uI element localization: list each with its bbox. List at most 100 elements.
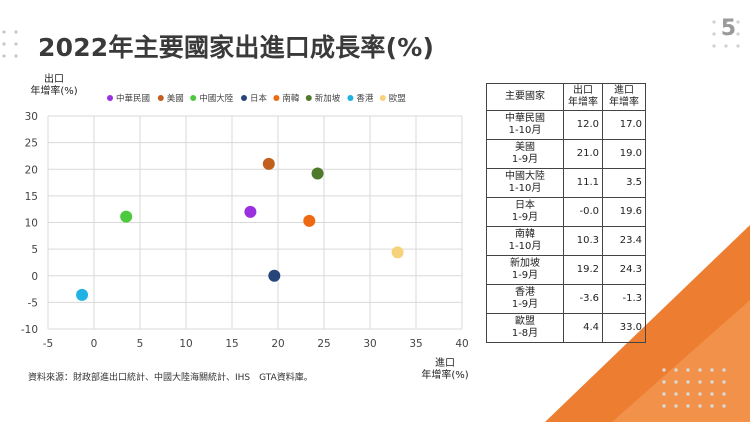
decorative-dot — [14, 42, 18, 46]
data-point — [244, 205, 257, 218]
table-cell-export: 19.2 — [563, 255, 603, 285]
legend-label: 香港 — [356, 93, 374, 104]
table-cell-import: 19.6 — [602, 197, 646, 227]
legend-marker — [157, 95, 164, 101]
table-cell-country: 日本 1-9月 — [486, 197, 564, 227]
x-tick-label: 40 — [455, 338, 468, 350]
legend-label: 中華民國 — [116, 93, 150, 104]
table-cell-import: 19.0 — [602, 139, 646, 169]
legend-label: 歐盟 — [389, 93, 407, 104]
decorative-dot — [724, 44, 728, 48]
legend-label: 中國大陸 — [199, 93, 234, 104]
country-name: 歐盟 — [515, 316, 535, 327]
data-point — [262, 157, 275, 170]
table-cell-export: 4.4 — [563, 313, 603, 343]
period: 1-8月 — [511, 328, 539, 339]
table-cell-import: 33.0 — [602, 313, 646, 343]
x-tick-label: 25 — [317, 338, 330, 350]
legend-marker — [273, 95, 280, 101]
x-axis-label-line1: 進口 — [435, 357, 455, 369]
country-name: 南韓 — [515, 229, 535, 240]
decorative-dot — [662, 404, 666, 408]
legend-label: 南韓 — [282, 93, 300, 104]
y-tick-label: 30 — [25, 111, 38, 123]
source-note: 資料來源：財政部進出口統計、中國大陸海關統計、IHS GTA資料庫。 — [28, 373, 313, 383]
decorative-dot — [710, 392, 714, 396]
legend-label: 新加坡 — [315, 93, 341, 104]
decorative-dot — [2, 30, 6, 34]
decorative-dot — [710, 404, 714, 408]
x-tick-label: 20 — [271, 338, 284, 350]
decorative-dot — [14, 30, 18, 34]
legend-label: 日本 — [250, 93, 268, 104]
table-cell-country: 美國 1-9月 — [486, 139, 564, 169]
growth-table: 主要國家 出口 年增率 進口 年增率 中華民國 1-10月 12.0 17.0 美國 1-9月… — [486, 83, 646, 343]
table-cell-country: 中國大陸 1-10月 — [486, 168, 564, 198]
legend-marker — [190, 95, 197, 101]
decorative-dot — [2, 42, 6, 46]
y-tick-label: 25 — [25, 138, 38, 150]
country-name: 中國大陸 — [505, 171, 545, 182]
country-name: 日本 — [515, 200, 535, 211]
data-point — [311, 167, 324, 180]
table-cell-country: 中華民國 1-10月 — [486, 110, 564, 140]
period: 1-10月 — [508, 241, 542, 252]
decorative-dot — [686, 368, 690, 372]
table-cell-country: 南韓 1-10月 — [486, 226, 564, 256]
page-number: 5 — [720, 16, 736, 41]
table-cell-import: 17.0 — [602, 110, 646, 140]
legend-marker — [347, 95, 354, 101]
table-row: 南韓 1-10月 10.3 23.4 — [486, 226, 646, 256]
table-row: 美國 1-9月 21.0 19.0 — [486, 139, 646, 169]
legend-marker — [379, 95, 386, 101]
legend-marker — [305, 95, 312, 101]
table-cell-export: 11.1 — [563, 168, 603, 198]
table-cell-export: 12.0 — [563, 110, 603, 140]
x-axis-label-line2: 年增率(%) — [421, 368, 468, 381]
table-cell-country: 香港 1-9月 — [486, 284, 564, 314]
y-tick-label: 5 — [31, 244, 38, 256]
decorative-dot — [736, 44, 740, 48]
table-header-import: 進口 年增率 — [602, 83, 646, 111]
legend-marker — [107, 95, 113, 101]
country-name: 香港 — [515, 287, 535, 298]
decorative-dot — [674, 380, 678, 384]
table-row: 中華民國 1-10月 12.0 17.0 — [486, 110, 646, 140]
decorative-dot — [674, 368, 678, 372]
table-cell-import: 3.5 — [602, 168, 646, 198]
table-header-export: 出口 年增率 — [563, 83, 603, 111]
decorative-dot — [724, 20, 728, 24]
decorative-dot — [674, 392, 678, 396]
decorative-dot — [722, 380, 726, 384]
decorative-dot — [686, 380, 690, 384]
decorative-dot — [712, 44, 716, 48]
decorative-dot — [2, 54, 6, 58]
table-cell-import: 24.3 — [602, 255, 646, 285]
table-header-row: 主要國家 出口 年增率 進口 年增率 — [486, 83, 646, 111]
legend-marker — [241, 95, 247, 101]
decorative-dot — [712, 32, 716, 36]
decorative-dot — [14, 54, 18, 58]
scatter-chart-svg: -5 0 5 10 15 20 25 30 35 40 -10 -5 0 5 10 15 20 25 30 出口年增率… — [21, 72, 469, 381]
y-tick-label: -5 — [28, 297, 38, 309]
decorative-dot — [662, 392, 666, 396]
decorative-dot — [698, 380, 702, 384]
table-cell-country: 新加坡 1-9月 — [486, 255, 564, 285]
y-tick-label: 20 — [25, 164, 38, 176]
table-cell-export: 10.3 — [563, 226, 603, 256]
y-axis-label-line2: 年增率(%) — [30, 84, 77, 97]
decorative-dot — [722, 392, 726, 396]
data-point — [391, 246, 404, 259]
y-tick-label: 10 — [25, 218, 38, 230]
table-cell-import: 23.4 — [602, 226, 646, 256]
decorative-dot — [674, 404, 678, 408]
table-row: 日本 1-9月 -0.0 19.6 — [486, 197, 646, 227]
decorative-dot — [724, 32, 728, 36]
decorative-dot — [722, 404, 726, 408]
decorative-dot — [712, 20, 716, 24]
decorative-dot — [722, 368, 726, 372]
decorative-dot — [710, 368, 714, 372]
y-axis-label-line1: 出口 — [44, 72, 64, 85]
table-header-country: 主要國家 — [486, 83, 564, 111]
decorative-dot — [662, 380, 666, 384]
